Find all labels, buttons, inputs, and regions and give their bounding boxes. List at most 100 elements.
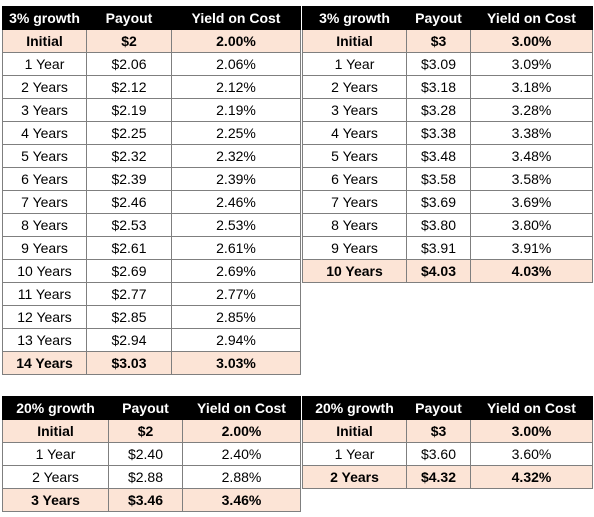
- header-payout: Payout: [406, 396, 471, 420]
- period-cell: 2 Years: [2, 75, 87, 99]
- header-payout: Payout: [108, 396, 183, 420]
- period-cell: 1 Year: [302, 442, 407, 466]
- payout-cell: $2: [108, 419, 183, 443]
- period-cell: 10 Years: [2, 259, 87, 283]
- yield-cell: 2.12%: [171, 75, 301, 99]
- payout-cell: $3.58: [406, 167, 471, 191]
- payout-cell: $3.03: [86, 351, 172, 375]
- header-yield-on-cost: Yield on Cost: [470, 396, 593, 420]
- period-cell: 6 Years: [2, 167, 87, 191]
- table-row: 1 Year $2.40 2.40%: [2, 442, 301, 466]
- table-row: Initial $3 3.00%: [302, 29, 593, 53]
- payout-cell: $4.32: [406, 465, 471, 489]
- payout-cell: $2.19: [86, 98, 172, 122]
- payout-cell: $3.91: [406, 236, 471, 260]
- payout-cell: $3: [406, 29, 471, 53]
- payout-cell: $4.03: [406, 259, 471, 283]
- period-cell: 13 Years: [2, 328, 87, 352]
- payout-cell: $3.80: [406, 213, 471, 237]
- table-row: 3 Years $3.46 3.46%: [2, 488, 301, 512]
- period-cell: 2 Years: [302, 75, 407, 99]
- yield-cell: 4.32%: [470, 465, 593, 489]
- header-growth: 3% growth: [2, 6, 87, 30]
- yield-cell: 3.91%: [470, 236, 593, 260]
- period-cell: 12 Years: [2, 305, 87, 329]
- growth-table-3pct-initial-2: 3% growth Payout Yield on Cost Initial $2…: [2, 6, 301, 375]
- table-row: 8 Years $3.80 3.80%: [302, 213, 593, 237]
- period-cell: 1 Year: [302, 52, 407, 76]
- yield-cell: 3.58%: [470, 167, 593, 191]
- table-row: 2 Years $4.32 4.32%: [302, 465, 593, 489]
- yield-cell: 2.94%: [171, 328, 301, 352]
- header-yield-on-cost: Yield on Cost: [171, 6, 301, 30]
- table-row: 4 Years $3.38 3.38%: [302, 121, 593, 145]
- table-row: Initial $2 2.00%: [2, 29, 301, 53]
- payout-cell: $2: [86, 29, 172, 53]
- payout-cell: $2.39: [86, 167, 172, 191]
- table-row: 11 Years $2.77 2.77%: [2, 282, 301, 306]
- header-row: 3% growth Payout Yield on Cost: [2, 6, 301, 30]
- table-row: 6 Years $3.58 3.58%: [302, 167, 593, 191]
- table-row: 1 Year $2.06 2.06%: [2, 52, 301, 76]
- yield-cell: 2.39%: [171, 167, 301, 191]
- yield-cell: 4.03%: [470, 259, 593, 283]
- payout-cell: $3.60: [406, 442, 471, 466]
- period-cell: 1 Year: [2, 52, 87, 76]
- header-growth: 3% growth: [302, 6, 407, 30]
- table-row: 5 Years $2.32 2.32%: [2, 144, 301, 168]
- payout-cell: $2.46: [86, 190, 172, 214]
- period-cell: 5 Years: [302, 144, 407, 168]
- yield-cell: 2.46%: [171, 190, 301, 214]
- header-yield-on-cost: Yield on Cost: [470, 6, 593, 30]
- table-row: 3 Years $2.19 2.19%: [2, 98, 301, 122]
- yield-cell: 3.38%: [470, 121, 593, 145]
- yield-cell: 3.00%: [470, 29, 593, 53]
- table-row: Initial $2 2.00%: [2, 419, 301, 443]
- period-cell: 3 Years: [302, 98, 407, 122]
- yield-cell: 3.46%: [182, 488, 301, 512]
- yield-cell: 2.85%: [171, 305, 301, 329]
- table-row: 6 Years $2.39 2.39%: [2, 167, 301, 191]
- payout-cell: $3.09: [406, 52, 471, 76]
- period-cell: 4 Years: [302, 121, 407, 145]
- payout-cell: $3.48: [406, 144, 471, 168]
- payout-cell: $3.46: [108, 488, 183, 512]
- yield-cell: 2.61%: [171, 236, 301, 260]
- table-row: 9 Years $2.61 2.61%: [2, 236, 301, 260]
- header-row: 20% growth Payout Yield on Cost: [302, 396, 593, 420]
- period-cell: 2 Years: [2, 465, 109, 489]
- yield-cell: 3.60%: [470, 442, 593, 466]
- payout-cell: $2.88: [108, 465, 183, 489]
- period-cell: Initial: [302, 29, 407, 53]
- period-cell: 3 Years: [2, 98, 87, 122]
- table-row: 5 Years $3.48 3.48%: [302, 144, 593, 168]
- table-row: 1 Year $3.60 3.60%: [302, 442, 593, 466]
- table-row: 9 Years $3.91 3.91%: [302, 236, 593, 260]
- table-row: Initial $3 3.00%: [302, 419, 593, 443]
- period-cell: 3 Years: [2, 488, 109, 512]
- yield-cell: 2.40%: [182, 442, 301, 466]
- growth-table-20pct-initial-2: 20% growth Payout Yield on Cost Initial $…: [2, 396, 301, 512]
- table-row: 10 Years $4.03 4.03%: [302, 259, 593, 283]
- yield-cell: 2.69%: [171, 259, 301, 283]
- payout-cell: $3.28: [406, 98, 471, 122]
- payout-cell: $2.40: [108, 442, 183, 466]
- payout-cell: $2.25: [86, 121, 172, 145]
- period-cell: 11 Years: [2, 282, 87, 306]
- period-cell: 8 Years: [302, 213, 407, 237]
- period-cell: 9 Years: [302, 236, 407, 260]
- header-row: 20% growth Payout Yield on Cost: [2, 396, 301, 420]
- yield-cell: 2.00%: [182, 419, 301, 443]
- header-growth: 20% growth: [2, 396, 109, 420]
- table-row: 2 Years $2.88 2.88%: [2, 465, 301, 489]
- yield-cell: 3.03%: [171, 351, 301, 375]
- payout-cell: $2.53: [86, 213, 172, 237]
- payout-cell: $2.85: [86, 305, 172, 329]
- header-payout: Payout: [406, 6, 471, 30]
- period-cell: Initial: [2, 419, 109, 443]
- yield-cell: 2.00%: [171, 29, 301, 53]
- yield-cell: 2.32%: [171, 144, 301, 168]
- period-cell: 8 Years: [2, 213, 87, 237]
- table-row: 7 Years $2.46 2.46%: [2, 190, 301, 214]
- period-cell: Initial: [302, 419, 407, 443]
